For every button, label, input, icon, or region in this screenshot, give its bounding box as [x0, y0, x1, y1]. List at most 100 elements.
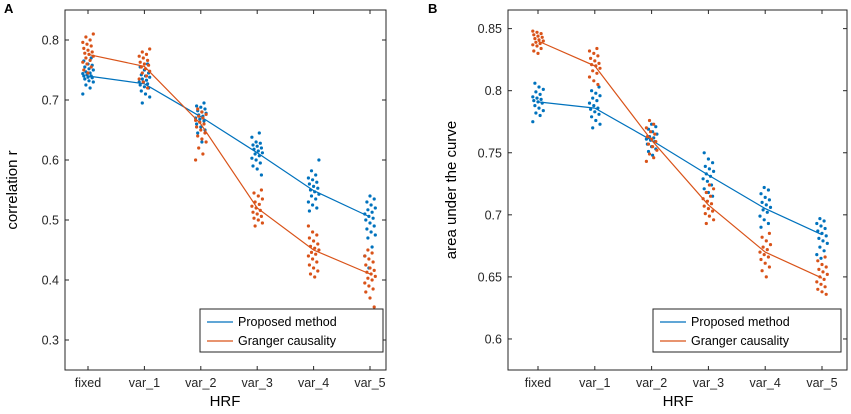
panel-a-granger-point — [314, 252, 318, 256]
panel-b-proposed-point — [819, 224, 823, 228]
panel-b-proposed-point — [534, 90, 538, 94]
panel-b-proposed-point — [764, 203, 768, 207]
panel-a-proposed-point — [317, 158, 321, 162]
panel-a-proposed-point — [253, 152, 257, 156]
panel-a: A 0.3 0.4 0.5 0.6 0.7 0.8 fixed var_1 var_2 var_… — [4, 1, 387, 410]
panel-a-x-tick-label-var_4: var_4 — [298, 376, 329, 390]
panel-a-granger-point — [312, 266, 316, 270]
panel-a-granger-point — [144, 74, 149, 78]
panel-a-granger-point — [313, 246, 317, 250]
panel-b-granger-point — [703, 212, 707, 216]
panel-b-granger-point — [766, 255, 771, 259]
panel-b-granger-point — [531, 29, 535, 33]
panel-a-proposed-point — [364, 218, 368, 222]
panel-a-proposed-point — [366, 236, 370, 240]
panel-a-proposed-point — [81, 72, 85, 76]
panel-b-granger-point — [764, 239, 768, 243]
panel-a-granger-point — [363, 281, 367, 285]
panel-a-proposed-point — [373, 206, 377, 210]
panel-b-granger-mean-line — [537, 40, 823, 279]
panel-b-proposed-point — [541, 87, 545, 91]
panel-b-proposed-point — [533, 81, 537, 85]
panel-b-granger-point — [823, 285, 827, 289]
panel-a-granger-point — [260, 197, 264, 201]
panel-a-granger-point — [370, 278, 374, 282]
panel-a-proposed-point — [144, 78, 149, 82]
panel-b-proposed-point — [590, 89, 594, 93]
panel-a-proposed-point — [148, 95, 152, 99]
panel-b-granger-point — [767, 231, 772, 235]
panel-b-granger-point — [589, 56, 593, 61]
panel-b-granger-point — [817, 267, 821, 271]
panel-b-granger-point — [654, 140, 658, 144]
panel-b-proposed-point — [767, 198, 772, 202]
panel-b-proposed-point — [759, 192, 763, 196]
panel-a-x-tick-label-var_1: var_1 — [129, 376, 160, 390]
panel-a-proposed-point — [370, 245, 374, 249]
panel-a-series-granger — [81, 32, 377, 309]
panel-a-granger-point — [197, 146, 201, 150]
panel-b-proposed-point — [707, 167, 712, 171]
panel-a-y-tick-label: 0.4 — [42, 274, 59, 288]
panel-b-granger-point — [819, 282, 823, 286]
panel-a-proposed-point — [311, 178, 315, 182]
panel-a-granger-point — [367, 284, 371, 288]
panel-a-proposed-point — [309, 194, 314, 198]
panel-a-granger-point — [256, 194, 260, 198]
panel-b-proposed-point — [703, 164, 707, 168]
panel-a-proposed-point — [91, 68, 95, 72]
panel-b-granger-point — [652, 156, 656, 160]
panel-a-y-tick-label: 0.6 — [42, 154, 59, 168]
panel-a-proposed-point — [368, 194, 372, 198]
panel-a-granger-point — [141, 80, 145, 84]
panel-b-legend-granger-label: Granger causality — [691, 334, 790, 348]
panel-a-granger-point — [202, 122, 206, 126]
panel-b-granger-point — [655, 148, 659, 152]
panel-a-proposed-point — [306, 200, 310, 204]
panel-a-proposed-point — [203, 107, 207, 111]
panel-b-granger-point — [646, 142, 651, 146]
panel-a-proposed-point — [250, 135, 254, 139]
panel-b-series — [531, 29, 829, 296]
panel-b-x-tick-label-var_5: var_5 — [806, 376, 837, 390]
panel-a-granger-point — [195, 125, 199, 129]
panel-b-granger-point — [596, 54, 600, 58]
panel-b-proposed-point — [594, 91, 598, 95]
panel-a-plot-box — [64, 9, 387, 371]
panel-b-granger-point — [711, 209, 715, 213]
panel-a-proposed-point — [250, 156, 254, 160]
panel-b-x-tick-label-var_4: var_4 — [750, 376, 781, 390]
panel-a-granger-point — [371, 260, 375, 264]
panel-a-granger-point — [88, 58, 92, 63]
panel-b-granger-point — [763, 261, 767, 265]
panel-a-granger-point — [137, 54, 141, 58]
panel-a-granger-point — [91, 32, 95, 36]
panel-a-granger-point — [89, 44, 93, 48]
panel-b-series-proposed — [531, 81, 829, 260]
panel-a-granger-point — [257, 202, 261, 206]
panel-a-granger-point — [369, 272, 373, 276]
panel-b-granger-point — [644, 126, 649, 130]
panel-b-granger-point — [707, 183, 712, 187]
panel-a-granger-point — [146, 86, 150, 90]
panel-b-proposed-point — [702, 151, 706, 155]
panel-b-proposed-point — [762, 185, 766, 190]
panel-b-granger-point — [536, 34, 540, 38]
panel-a-proposed-point — [200, 140, 204, 144]
panel-a-proposed-point — [195, 122, 199, 126]
panel-b-x-axis-title: HRF — [663, 393, 694, 410]
panel-b-y-axis-title: area under the curve — [443, 121, 460, 259]
panel-b-proposed-point — [598, 94, 602, 98]
panel-b-proposed-point — [538, 92, 542, 96]
panel-b-proposed-point — [537, 85, 541, 89]
panel-b-granger-point — [759, 257, 763, 262]
panel-a-granger-point — [373, 274, 377, 278]
panel-a-granger-point — [368, 296, 372, 300]
panel-a-granger-point — [252, 216, 256, 220]
panel-b-granger-point — [647, 152, 652, 156]
panel-b-granger-point — [709, 202, 714, 206]
panel-a-proposed-point — [81, 92, 85, 96]
panel-b-granger-point — [707, 214, 712, 218]
panel-b-proposed-point — [587, 101, 592, 105]
